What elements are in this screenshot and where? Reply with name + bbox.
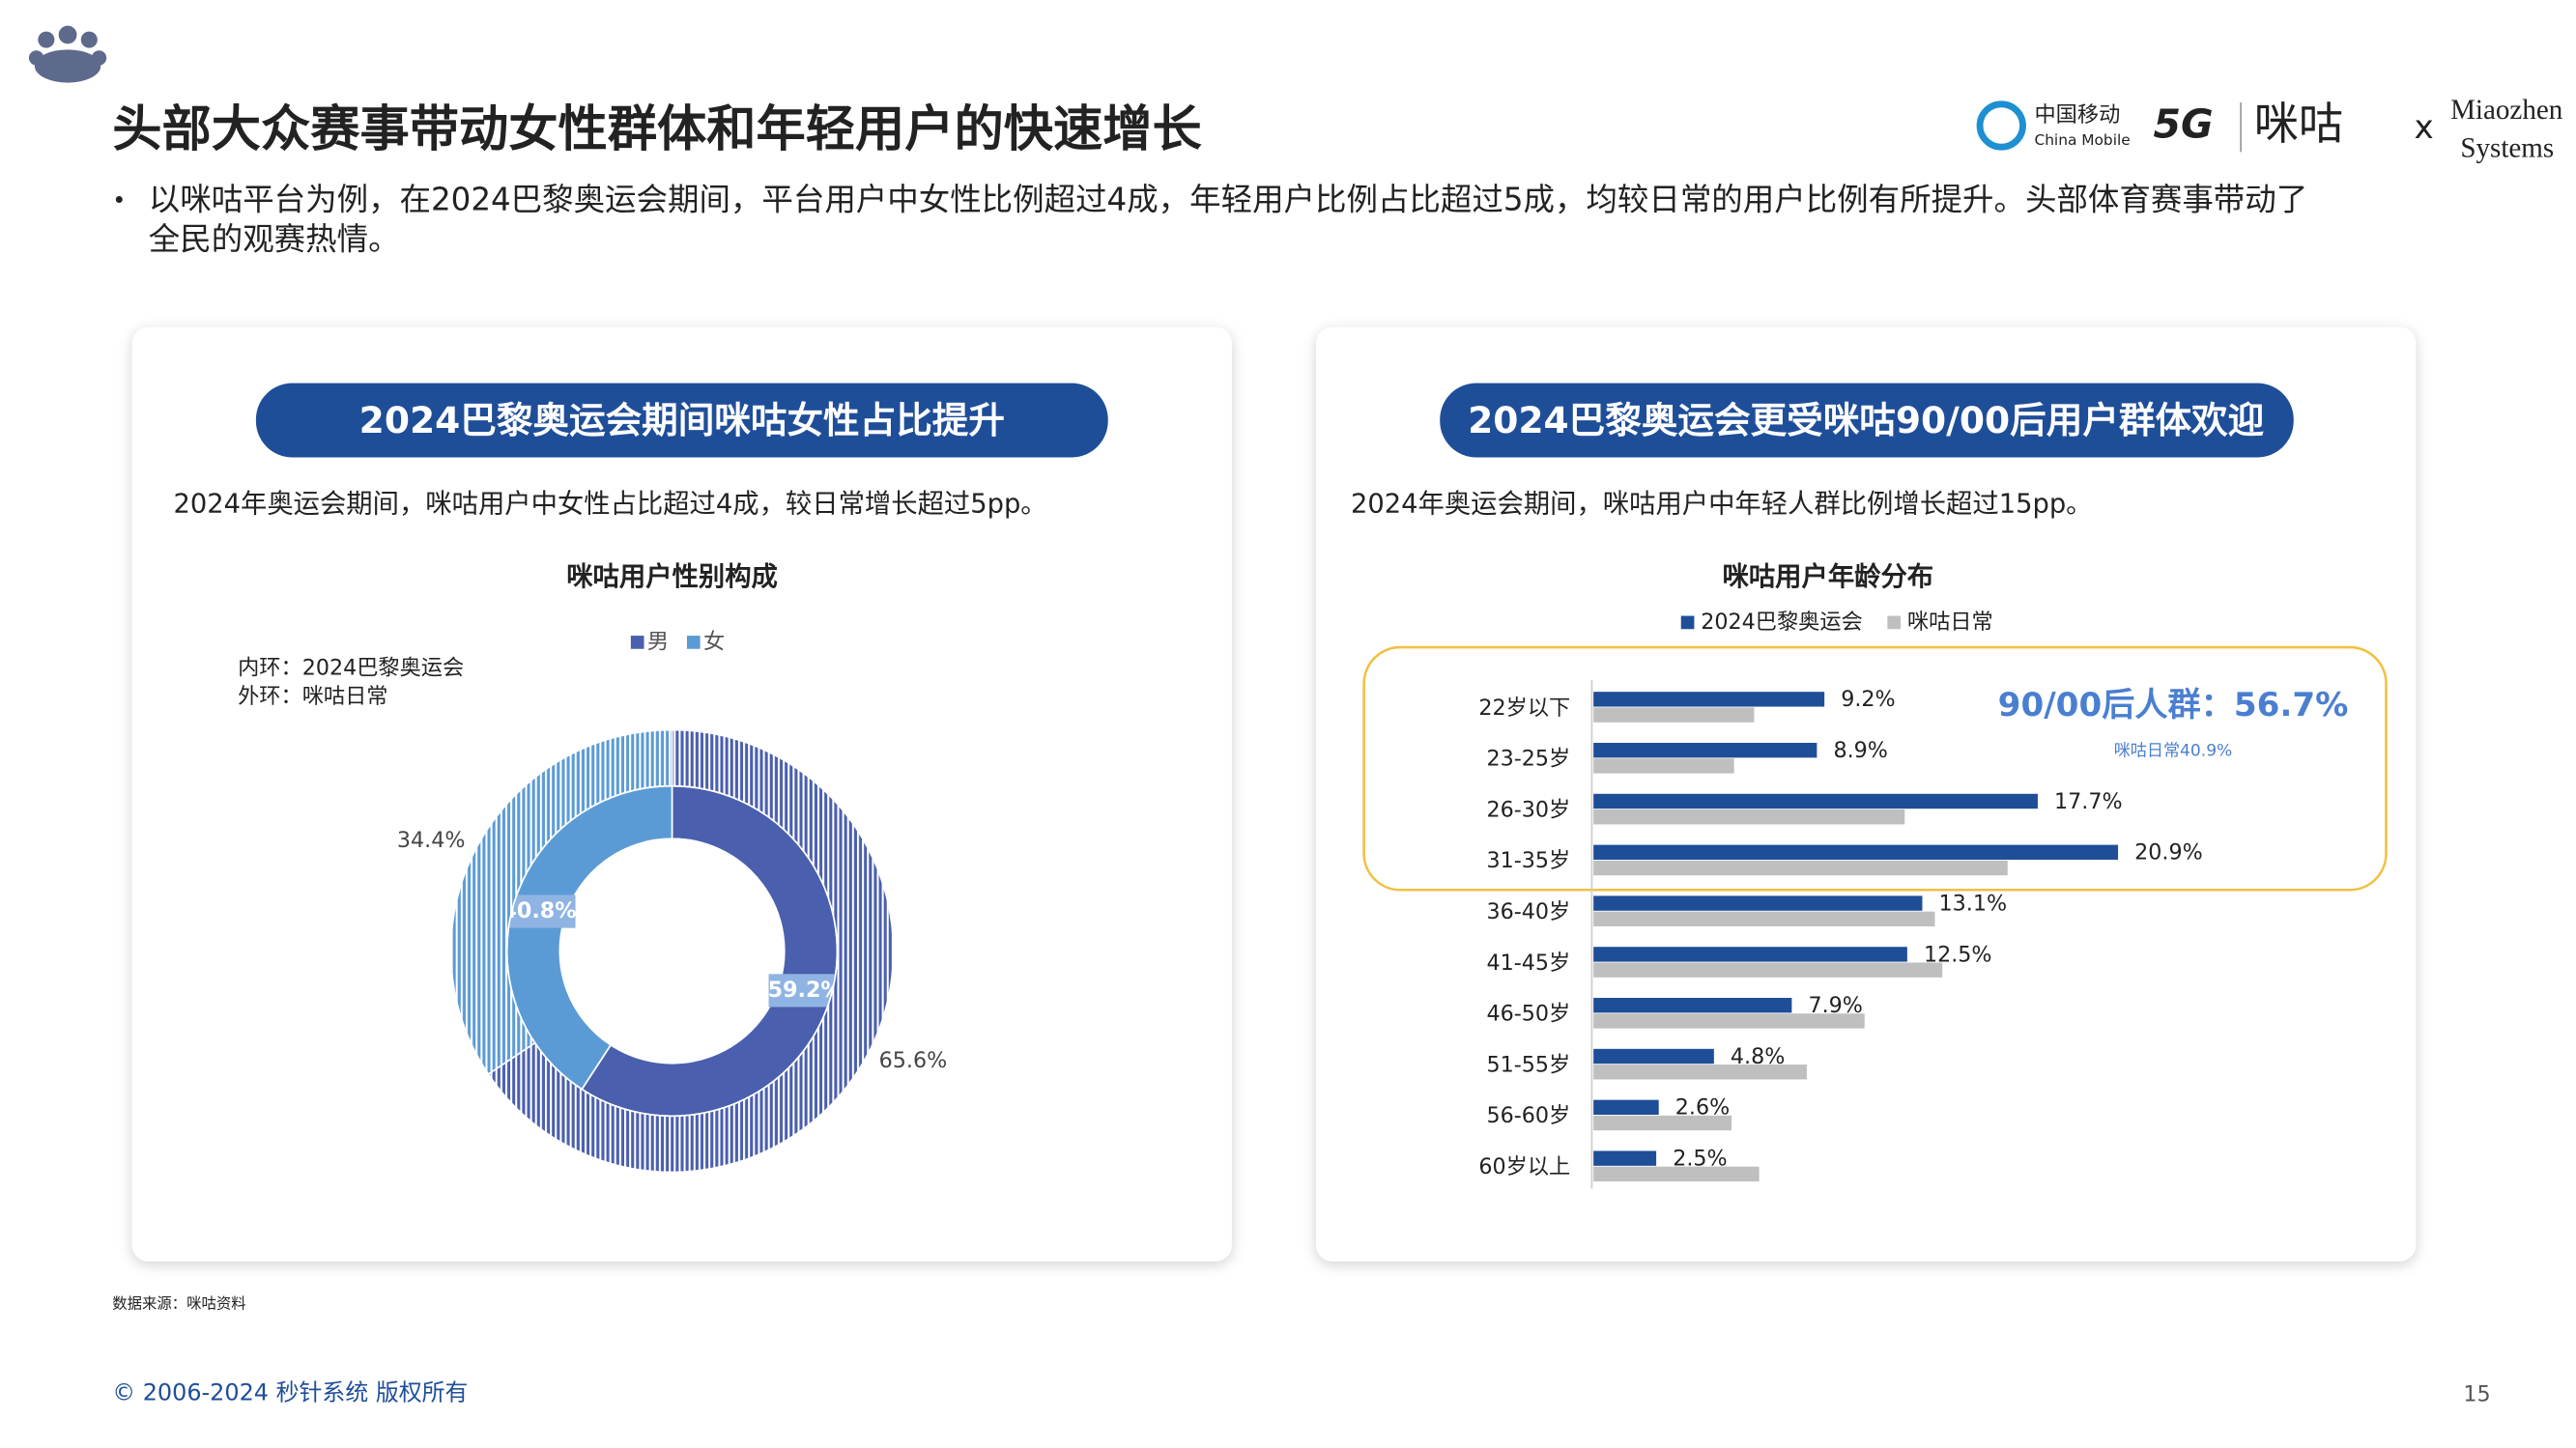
bar: [1593, 707, 1755, 723]
bar: [1593, 1048, 1714, 1065]
panel-summary: 2024年奥运会期间，咪咕用户中女性占比超过4成，较日常增长超过5pp。: [173, 490, 1046, 520]
y-tick-label: 31-35岁: [1487, 848, 1571, 873]
panel-summary: 2024年奥运会期间，咪咕用户中年轻人群比例增长超过15pp。: [1351, 490, 2093, 520]
source: 数据来源：咪咕资料: [112, 1295, 245, 1313]
bar: [1593, 758, 1734, 774]
bar: [1593, 947, 1907, 962]
data-label: 17.7%: [2054, 789, 2123, 814]
logo-mark: [1976, 100, 2026, 151]
data-label: 13.1%: [1939, 891, 2008, 916]
y-tick-label: 56-60岁: [1487, 1103, 1571, 1128]
bar: [1593, 860, 2008, 876]
legend-label: 女: [703, 629, 725, 654]
panel-heading: 2024巴黎奥运会更受咪咕90/00后用户群体欢迎: [1468, 399, 2265, 441]
data-label: 9.2%: [1841, 687, 1895, 712]
y-tick-label: 60岁以上: [1478, 1154, 1570, 1179]
legend-swatch: [630, 636, 644, 649]
legend-swatch: [686, 636, 701, 649]
bullet-text: 以咪咕平台为例，在2024巴黎奥运会期间，平台用户中女性比例超过4成，年轻用户比…: [149, 182, 2307, 218]
legend-swatch: [1680, 615, 1695, 630]
bar: [1593, 809, 1905, 825]
logos: 中国移动 China Mobile 5G 咪咕 x Miaozhen Syste…: [1976, 95, 2563, 163]
bar: [1593, 895, 1923, 911]
bar: [1593, 742, 1818, 758]
y-tick-label: 51-55岁: [1487, 1052, 1571, 1077]
bar: [1593, 911, 1935, 927]
people-icon: [28, 25, 107, 83]
annotation: 咪咕日常40.9%: [2114, 742, 2233, 761]
chart-title: 咪咕用户年龄分布: [1723, 561, 1934, 592]
logo-text: Miaozhen: [2450, 95, 2563, 126]
page-number: 15: [2463, 1382, 2490, 1407]
data-label: 34.4%: [397, 828, 466, 853]
logo-text: 咪咕: [2254, 98, 2343, 150]
bar: [1593, 1166, 1760, 1182]
label-bg: [395, 824, 469, 858]
bar: [1593, 692, 1825, 707]
logo-text: 中国移动: [2034, 102, 2120, 128]
y-tick-label: 41-45岁: [1487, 951, 1571, 976]
legend-label: 男: [647, 629, 669, 654]
bar: [1593, 1150, 1657, 1166]
logo-text: x: [2415, 108, 2434, 147]
logo-text: China Mobile: [2034, 131, 2130, 149]
data-label: 8.9%: [1833, 738, 1887, 763]
y-tick-label: 36-40岁: [1487, 899, 1571, 924]
bar: [1593, 1115, 1732, 1131]
slide-title: 头部大众赛事带动女性群体和年轻用户的快速增长: [112, 100, 1202, 158]
logo-text: 5G: [2154, 101, 2214, 148]
bar: [1593, 962, 1943, 978]
y-tick-label: 46-50岁: [1487, 1002, 1571, 1027]
bar: [1593, 998, 1792, 1013]
bar: [1593, 1065, 1807, 1080]
data-label: 20.9%: [2134, 840, 2203, 866]
highlight-box: [1362, 645, 2388, 892]
ring-note: 内环：2024巴黎奥运会: [238, 656, 464, 681]
bar: [1593, 844, 2119, 860]
y-tick-label: 23-25岁: [1487, 747, 1571, 772]
chart-title: 咪咕用户性别构成: [566, 561, 778, 592]
panel-heading-bg: [255, 383, 1108, 458]
annotation: 90/00后人群：56.7%: [1998, 686, 2349, 724]
label-bg: [875, 1044, 949, 1078]
hatch: [450, 729, 673, 1075]
data-label: 65.6%: [879, 1048, 948, 1073]
legend-swatch: [1887, 615, 1902, 630]
bar: [1593, 1099, 1659, 1116]
bar: [1593, 1013, 1865, 1029]
legend-label: 咪咕日常: [1907, 610, 1993, 635]
ring-note: 外环：咪咕日常: [238, 684, 387, 709]
panel-heading-bg: [1440, 383, 2294, 458]
bullet-dot: •: [112, 187, 126, 214]
copyright: © 2006-2024 秒针系统 版权所有: [112, 1378, 468, 1405]
logo-text: Systems: [2460, 132, 2554, 163]
y-tick-label: 22岁以下: [1478, 696, 1570, 721]
y-tick-label: 26-30岁: [1487, 797, 1571, 822]
panel-heading: 2024巴黎奥运会期间咪咕女性占比提升: [359, 399, 1005, 441]
bullet-text: 全民的观赛热情。: [149, 221, 400, 258]
bar: [1593, 793, 2038, 809]
legend-label: 2024巴黎奥运会: [1701, 610, 1863, 635]
